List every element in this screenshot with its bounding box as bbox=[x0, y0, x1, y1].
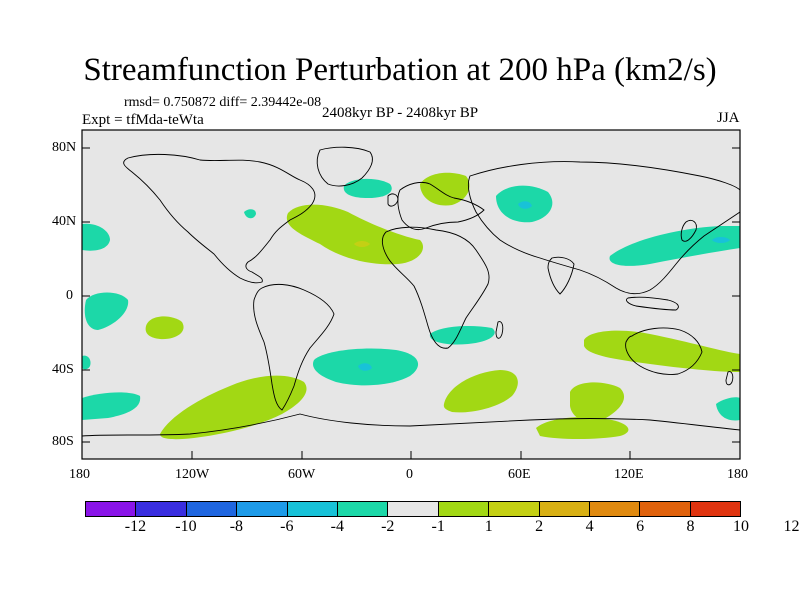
lon-label-0: 0 bbox=[406, 467, 413, 482]
colorbar-swatch bbox=[86, 502, 137, 516]
anomaly-patches bbox=[82, 172, 740, 440]
colorbar-swatch bbox=[489, 502, 540, 516]
patch-negative-americas bbox=[244, 209, 256, 219]
lat-label-0: 0 bbox=[66, 288, 73, 303]
colorbar-label: -12 bbox=[124, 518, 147, 535]
lon-label-120e: 120E bbox=[614, 467, 644, 482]
coast-south-america bbox=[253, 283, 335, 411]
lon-ticks bbox=[81, 451, 741, 459]
patch-negative-west-pacific-core bbox=[712, 237, 730, 243]
coast-indonesia bbox=[625, 296, 679, 311]
patch-positive-south-atlantic bbox=[160, 375, 307, 440]
patch-positive-antarctica bbox=[536, 417, 629, 439]
season-label: JJA bbox=[717, 110, 740, 126]
colorbar-swatch bbox=[337, 502, 389, 516]
coast-greenland bbox=[316, 146, 373, 187]
patch-negative-s-pacific bbox=[82, 392, 141, 420]
lat-ticks bbox=[82, 147, 740, 443]
colorbar-label: 10 bbox=[733, 518, 749, 535]
colorbar-swatch bbox=[136, 502, 187, 516]
colorbar-label: 8 bbox=[686, 518, 695, 535]
patch-positive-south-pacific-small bbox=[145, 316, 184, 340]
patch-positive-australia bbox=[584, 330, 740, 372]
experiment-label: Expt = tfMda-teWta bbox=[82, 112, 204, 128]
coast-australia bbox=[625, 327, 703, 375]
colorbar-label: 6 bbox=[636, 518, 645, 535]
period-label: 2408kyr BP - 2408kyr BP bbox=[322, 105, 479, 121]
patch-negative-n-pacific bbox=[82, 223, 110, 251]
colorbar-swatch bbox=[287, 502, 338, 516]
colorbar-label: 1 bbox=[484, 518, 493, 535]
colorbar-label: -4 bbox=[330, 518, 344, 535]
patch-negative-e-pacific bbox=[84, 292, 129, 330]
lon-label-180e: 180 bbox=[727, 467, 748, 482]
map-background bbox=[82, 130, 740, 459]
coast-japan bbox=[680, 219, 697, 242]
coastlines bbox=[81, 146, 741, 437]
lat-label-40N: 40N bbox=[52, 214, 77, 229]
coast-asia bbox=[467, 161, 741, 295]
colorbar-label: -2 bbox=[381, 518, 395, 535]
colorbar-swatch bbox=[589, 502, 641, 516]
coast-europe bbox=[397, 181, 485, 231]
map-title: Streamfunction Perturbation at 200 hPa (… bbox=[83, 52, 717, 88]
lon-label-60e: 60E bbox=[508, 467, 531, 482]
patch-positive-atlantic bbox=[286, 204, 424, 265]
colorbar-swatch bbox=[388, 502, 439, 516]
colorbar-swatch bbox=[438, 502, 490, 516]
colorbar-label: -10 bbox=[175, 518, 197, 535]
colorbar-label: -1 bbox=[431, 518, 445, 535]
coast-north-america bbox=[123, 153, 316, 284]
lon-label-60w: 60W bbox=[288, 467, 316, 482]
patch-positive-scandinavia bbox=[420, 172, 470, 206]
colorbar-swatch bbox=[186, 502, 238, 516]
lon-label-120w: 120W bbox=[175, 467, 210, 482]
colorbar-label: 12 bbox=[783, 518, 800, 535]
patch-negative-edge-left bbox=[82, 355, 91, 370]
lon-label-180w: 180 bbox=[69, 467, 90, 482]
coast-antarctica bbox=[81, 413, 741, 437]
lat-label-80N: 80N bbox=[52, 140, 77, 155]
colorbar bbox=[85, 501, 741, 517]
coast-new-zealand bbox=[725, 371, 734, 386]
colorbar-label: 4 bbox=[585, 518, 594, 535]
coast-british-isles bbox=[387, 193, 399, 207]
colorbar-swatch bbox=[237, 502, 288, 516]
patch-negative-west-pacific bbox=[609, 226, 740, 266]
colorbar-swatch bbox=[539, 502, 590, 516]
patch-positive-south-africa bbox=[443, 370, 518, 413]
patch-negative-n-atlantic bbox=[343, 178, 392, 198]
patch-negative-south-atlantic-core bbox=[358, 363, 372, 371]
lat-label-80S: 80S bbox=[52, 434, 74, 449]
stats-label: rmsd= 0.750872 diff= 2.39442e-08 bbox=[124, 95, 322, 110]
colorbar-label: -6 bbox=[280, 518, 294, 535]
patch-negative-eurasia-core bbox=[518, 201, 532, 209]
coast-madagascar bbox=[495, 321, 504, 339]
colorbar-swatch bbox=[690, 502, 741, 516]
patch-negative-s-ocean-east bbox=[716, 397, 740, 421]
patch-negative-indian bbox=[429, 326, 495, 345]
colorbar-label: 2 bbox=[535, 518, 544, 535]
colorbar-swatch bbox=[640, 502, 691, 516]
colorbar-label: -8 bbox=[229, 518, 244, 535]
patch-positive-southern-ocean bbox=[570, 382, 625, 423]
coast-india bbox=[547, 256, 575, 295]
coast-africa bbox=[381, 226, 490, 349]
lat-label-40S: 40S bbox=[52, 362, 74, 377]
patch-positive-atlantic-core bbox=[354, 241, 370, 247]
